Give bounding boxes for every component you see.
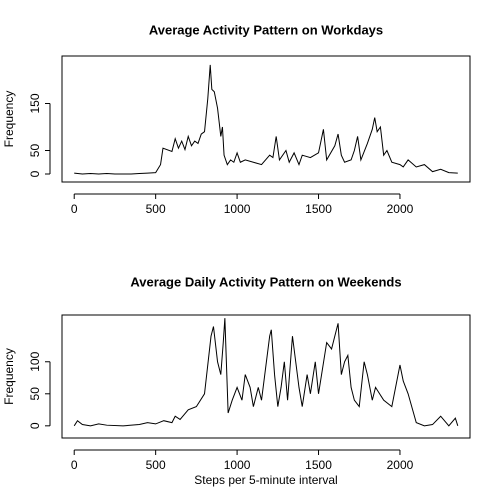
plot-box [61, 314, 471, 439]
y-axis-label: Frequency [2, 91, 16, 148]
chart-title: Average Daily Activity Pattern on Weeken… [130, 274, 401, 289]
x-tick-label: 1000 [224, 202, 251, 216]
x-tick-label: 500 [146, 458, 166, 472]
data-line [73, 318, 459, 427]
y-tick-label: 150 [28, 93, 42, 113]
x-tick-label: 2000 [387, 202, 414, 216]
y-tick-label: 50 [28, 387, 42, 401]
x-tick-label: 2000 [387, 458, 414, 472]
x-tick-label: 1500 [305, 458, 332, 472]
plot-box [61, 55, 471, 183]
y-tick-label: 50 [28, 144, 42, 158]
x-tick-label: 0 [71, 458, 78, 472]
data-line [74, 64, 458, 175]
x-tick-label: 1500 [305, 202, 332, 216]
x-axis-label: Steps per 5-minute interval [194, 473, 337, 487]
y-tick-label: 100 [28, 351, 42, 371]
x-tick-label: 500 [146, 202, 166, 216]
y-tick-label: 0 [28, 422, 42, 429]
y-tick-label: 0 [28, 170, 42, 177]
x-tick-label: 0 [71, 202, 78, 216]
chart-title: Average Activity Pattern on Workdays [149, 22, 383, 37]
y-axis-label: Frequency [2, 348, 16, 405]
x-tick-label: 1000 [224, 458, 251, 472]
